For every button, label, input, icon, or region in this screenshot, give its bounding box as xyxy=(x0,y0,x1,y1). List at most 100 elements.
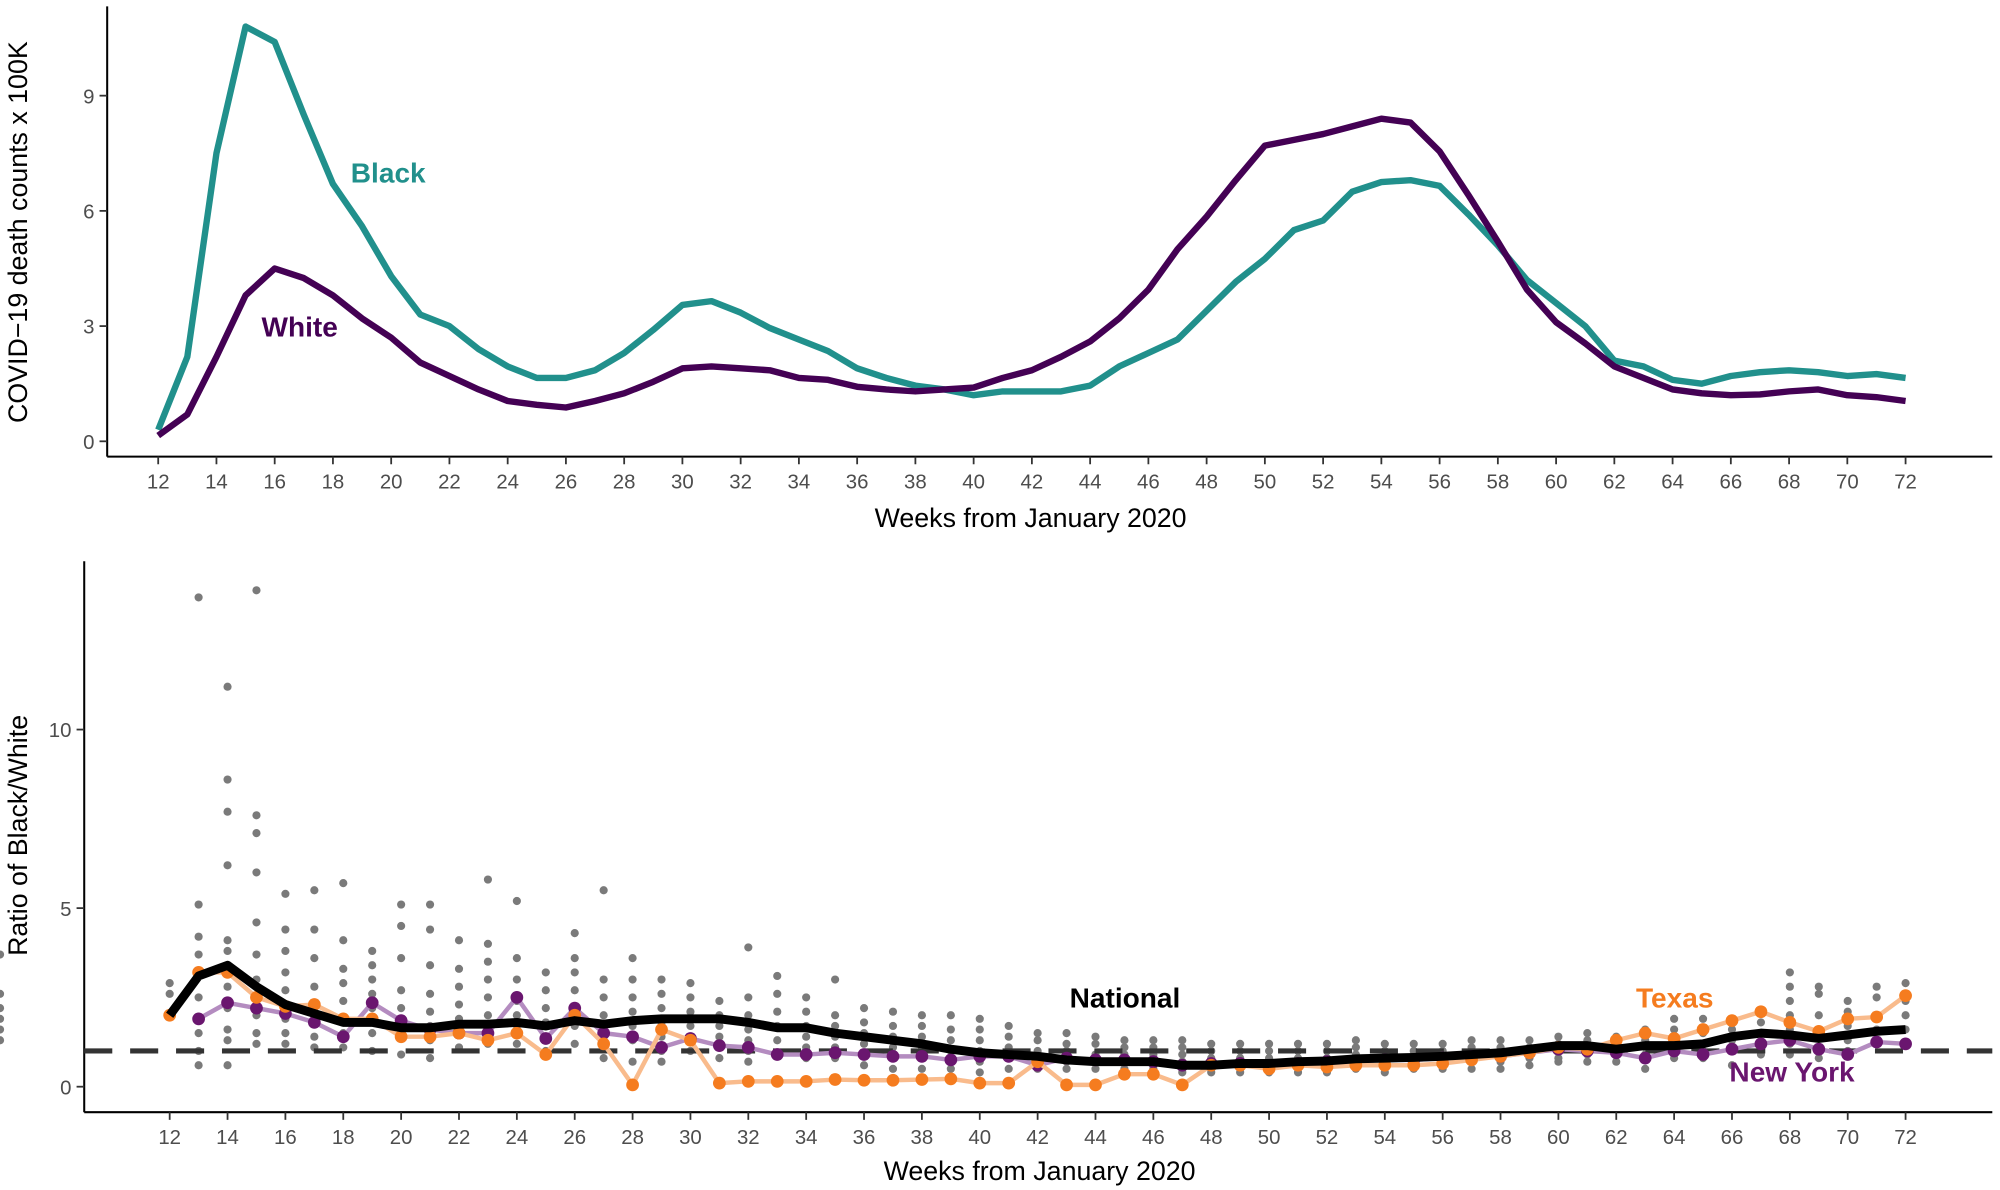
state-point xyxy=(339,979,348,988)
bottom-x-tick-label: 58 xyxy=(1489,1127,1512,1149)
label-national: National xyxy=(1070,983,1181,1014)
state-point xyxy=(368,975,377,984)
state-point xyxy=(1872,993,1881,1002)
state-point xyxy=(1814,989,1823,998)
top-x-tick-label: 44 xyxy=(1079,471,1102,493)
state-point xyxy=(194,900,203,909)
state-point xyxy=(1438,1039,1447,1048)
point-texas xyxy=(1175,1078,1189,1092)
state-point xyxy=(0,1014,5,1023)
state-point xyxy=(541,1004,550,1013)
point-new-york xyxy=(510,991,524,1004)
state-point xyxy=(1062,1064,1071,1073)
bottom-chart: 0 5 10 12 14 16 18 20 22 24 26 28 30 32 34 36 38 40 42 44 4… xyxy=(0,561,1993,1186)
state-point xyxy=(831,1011,840,1020)
point-new-york xyxy=(1841,1048,1855,1061)
state-point xyxy=(802,1032,811,1041)
top-x-tick-label: 56 xyxy=(1428,471,1451,493)
state-point xyxy=(1322,1039,1332,1048)
point-texas xyxy=(944,1072,958,1086)
bottom-x-tick-label: 44 xyxy=(1084,1127,1107,1149)
state-point xyxy=(686,993,695,1002)
state-point xyxy=(281,889,290,898)
bottom-x-tick-label: 40 xyxy=(968,1127,991,1149)
bottom-y-ticks: 0 5 10 xyxy=(49,720,85,1099)
state-point xyxy=(425,925,435,934)
state-point xyxy=(1004,1021,1013,1031)
state-point xyxy=(1467,1064,1476,1073)
state-point xyxy=(1496,1036,1505,1045)
bottom-y-tick-label: 5 xyxy=(60,899,71,921)
top-y-ticks: 0 3 6 9 xyxy=(83,86,108,454)
top-x-tick-label: 14 xyxy=(205,471,228,493)
label-black: Black xyxy=(351,157,426,188)
state-point xyxy=(859,1039,869,1048)
top-lines xyxy=(155,23,1906,439)
state-point xyxy=(1525,1036,1534,1045)
state-point xyxy=(917,1032,926,1041)
top-x-tick-label: 24 xyxy=(496,471,519,493)
point-texas xyxy=(1146,1067,1160,1081)
point-new-york xyxy=(626,1030,639,1044)
state-point xyxy=(917,1011,926,1020)
bottom-x-tick-label: 20 xyxy=(390,1127,413,1149)
point-texas xyxy=(799,1074,813,1088)
point-texas xyxy=(770,1074,784,1088)
state-point xyxy=(165,989,174,998)
state-point xyxy=(223,1036,232,1045)
state-point xyxy=(657,1004,666,1013)
state-point xyxy=(223,1061,232,1070)
top-x-tick-label: 26 xyxy=(555,471,578,493)
state-point xyxy=(0,989,5,998)
bottom-x-tick-label: 46 xyxy=(1142,1127,1165,1149)
state-point xyxy=(715,1054,724,1063)
state-point xyxy=(1351,1043,1360,1052)
top-y-tick-label: 0 xyxy=(83,432,94,454)
line-national xyxy=(166,960,1906,1070)
point-texas xyxy=(1696,1023,1710,1036)
bottom-x-tick-label: 60 xyxy=(1547,1127,1570,1149)
state-point xyxy=(223,1025,232,1034)
state-point xyxy=(599,993,608,1002)
point-new-york xyxy=(539,1032,553,1045)
state-point xyxy=(1380,1039,1389,1048)
bottom-x-tick-label: 70 xyxy=(1836,1127,1859,1149)
state-point xyxy=(368,946,377,956)
state-point xyxy=(397,921,406,931)
bottom-x-tick-label: 18 xyxy=(332,1127,355,1149)
point-texas xyxy=(1725,1014,1739,1027)
state-point xyxy=(1033,1029,1042,1038)
state-point xyxy=(1814,1054,1823,1063)
point-texas xyxy=(1754,1005,1768,1019)
state-point xyxy=(1496,1064,1505,1073)
state-point xyxy=(715,1032,724,1041)
top-x-tick-label: 58 xyxy=(1487,471,1510,493)
point-texas xyxy=(1899,989,1912,1002)
top-y-axis-title: COVID−19 death counts x 100K xyxy=(3,41,33,423)
point-new-york xyxy=(1870,1035,1884,1049)
state-point xyxy=(1554,1057,1563,1066)
bottom-x-tick-label: 72 xyxy=(1894,1127,1917,1149)
state-point xyxy=(454,964,464,973)
state-point xyxy=(946,1036,955,1045)
state-point xyxy=(831,975,840,984)
state-point xyxy=(425,1007,435,1016)
top-x-tick-label: 48 xyxy=(1195,471,1218,493)
state-point xyxy=(165,979,174,988)
state-point xyxy=(715,996,724,1006)
state-point xyxy=(483,875,493,884)
top-x-tick-label: 32 xyxy=(729,471,752,493)
bottom-x-tick-label: 66 xyxy=(1721,1127,1744,1149)
bottom-x-tick-label: 62 xyxy=(1605,1127,1628,1149)
state-point xyxy=(975,1014,984,1023)
point-texas xyxy=(1002,1076,1016,1090)
state-point xyxy=(483,957,493,966)
state-point xyxy=(859,1061,869,1070)
top-x-tick-label: 12 xyxy=(147,471,170,493)
bottom-x-tick-label: 12 xyxy=(158,1127,181,1149)
state-point xyxy=(223,946,232,956)
state-point xyxy=(368,1029,377,1038)
state-point xyxy=(194,1061,203,1070)
state-point xyxy=(744,1025,753,1034)
point-texas xyxy=(886,1073,900,1087)
